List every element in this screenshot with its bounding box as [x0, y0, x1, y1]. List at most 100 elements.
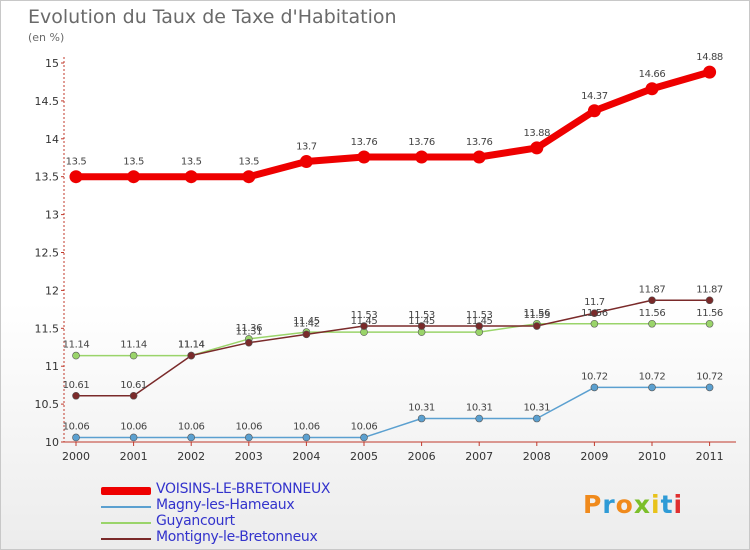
- x-tick-label: 2002: [177, 450, 205, 463]
- legend-swatch-guyancourt: [101, 522, 151, 524]
- x-tick-label: 2006: [408, 450, 436, 463]
- series-line-3: [75, 299, 711, 397]
- data-point-0: [415, 150, 429, 164]
- y-tick-label: 11.5: [35, 322, 60, 335]
- data-label-0: 13.5: [66, 157, 87, 168]
- data-point-1: [475, 414, 484, 423]
- proxiti-logo: Proxiti: [583, 490, 684, 519]
- chart-subtitle: (en %): [28, 31, 65, 44]
- data-label-0: 13.76: [408, 137, 435, 148]
- data-point-3: [72, 391, 80, 400]
- data-point-2: [590, 319, 599, 328]
- legend-label-voisins: VOISINS-LE-BRETONNEUX: [156, 481, 331, 497]
- data-label-2: 11.36: [235, 323, 262, 334]
- data-label-2: 11.45: [466, 316, 493, 327]
- y-tick-label: 11: [45, 360, 59, 373]
- legend-label-magny: Magny-les-Hameaux: [156, 497, 295, 513]
- data-label-3: 11.14: [178, 340, 205, 351]
- data-label-2: 11.56: [581, 308, 608, 319]
- data-point-1: [302, 433, 311, 442]
- data-point-1: [129, 433, 138, 442]
- data-label-2: 11.56: [639, 308, 666, 319]
- data-label-3: 11.53: [408, 310, 435, 321]
- data-point-1: [360, 433, 368, 442]
- data-point-3: [590, 309, 599, 317]
- legend-item-magny: Magny-les-Hameaux: [101, 497, 401, 515]
- data-point-3: [129, 391, 138, 400]
- data-label-2: 11.14: [120, 340, 147, 351]
- data-label-0: 13.7: [296, 142, 317, 153]
- data-label-0: 13.5: [238, 157, 259, 168]
- x-tick-label: 2011: [696, 450, 724, 463]
- data-label-1: 10.31: [408, 403, 435, 414]
- x-tick-label: 2007: [465, 450, 493, 463]
- data-point-2: [705, 319, 714, 328]
- data-label-0: 13.5: [123, 157, 144, 168]
- data-label-2: 11.14: [178, 340, 205, 351]
- legend-swatch-voisins: [101, 487, 151, 495]
- data-point-3: [187, 351, 195, 360]
- data-point-0: [703, 65, 717, 79]
- legend-swatch-magny: [101, 506, 151, 508]
- data-label-1: 10.72: [696, 371, 723, 382]
- data-label-3: 11.7: [584, 297, 605, 308]
- legend-label-montigny: Montigny-le-Bretonneux: [156, 529, 318, 545]
- data-label-3: 11.53: [351, 310, 378, 321]
- data-point-3: [705, 296, 714, 305]
- data-label-3: 10.61: [120, 380, 147, 391]
- data-label-2: 11.56: [523, 308, 550, 319]
- y-tick-label: 10: [45, 436, 59, 449]
- y-tick-label: 12: [45, 284, 59, 297]
- x-tick-label: 2009: [580, 450, 608, 463]
- data-label-0: 14.66: [639, 69, 666, 80]
- legend-swatch-montigny: [101, 538, 151, 540]
- data-label-3: 11.31: [235, 327, 262, 338]
- data-point-0: [645, 82, 659, 96]
- data-label-2: 11.45: [351, 316, 378, 327]
- data-point-1: [532, 414, 541, 423]
- data-point-3: [360, 322, 368, 330]
- data-label-3: 11.87: [639, 284, 666, 295]
- data-label-1: 10.06: [235, 421, 262, 432]
- y-tick-label: 12.5: [35, 247, 60, 260]
- data-label-1: 10.06: [293, 421, 320, 432]
- data-label-1: 10.72: [639, 371, 666, 382]
- x-tick-label: 2004: [292, 450, 320, 463]
- data-label-2: 11.14: [63, 340, 90, 351]
- data-label-0: 14.88: [696, 52, 723, 63]
- legend-item-guyancourt: Guyancourt: [101, 513, 401, 531]
- data-point-1: [72, 433, 80, 442]
- data-label-1: 10.06: [351, 421, 378, 432]
- chart-legend: VOISINS-LE-BRETONNEUX Magny-les-Hameaux …: [101, 481, 401, 547]
- data-point-1: [648, 383, 656, 392]
- data-point-3: [648, 296, 656, 305]
- data-label-3: 11.53: [523, 310, 550, 321]
- data-point-1: [245, 433, 253, 442]
- data-label-2: 11.56: [696, 308, 723, 319]
- data-label-1: 10.06: [63, 421, 90, 432]
- data-point-0: [357, 150, 371, 164]
- data-label-1: 10.72: [581, 371, 608, 382]
- data-point-0: [299, 155, 313, 169]
- data-label-3: 10.61: [63, 380, 90, 391]
- data-label-1: 10.06: [120, 421, 147, 432]
- y-tick-label: 13.5: [35, 171, 60, 184]
- data-point-3: [417, 322, 426, 330]
- series-line-0: [72, 68, 714, 181]
- data-label-2: 11.45: [293, 316, 320, 327]
- data-point-1: [705, 383, 714, 392]
- legend-item-voisins: VOISINS-LE-BRETONNEUX: [101, 481, 401, 499]
- data-label-3: 11.87: [696, 284, 723, 295]
- data-label-1: 10.06: [178, 421, 205, 432]
- legend-label-guyancourt: Guyancourt: [156, 513, 235, 529]
- x-tick-label: 2003: [235, 450, 263, 463]
- data-point-0: [127, 170, 141, 184]
- data-point-0: [184, 170, 198, 184]
- data-point-1: [187, 433, 195, 442]
- data-point-0: [472, 150, 486, 164]
- y-tick-label: 13: [45, 209, 59, 222]
- data-point-2: [72, 351, 80, 360]
- series-line-2: [75, 323, 711, 357]
- data-label-3: 11.53: [466, 310, 493, 321]
